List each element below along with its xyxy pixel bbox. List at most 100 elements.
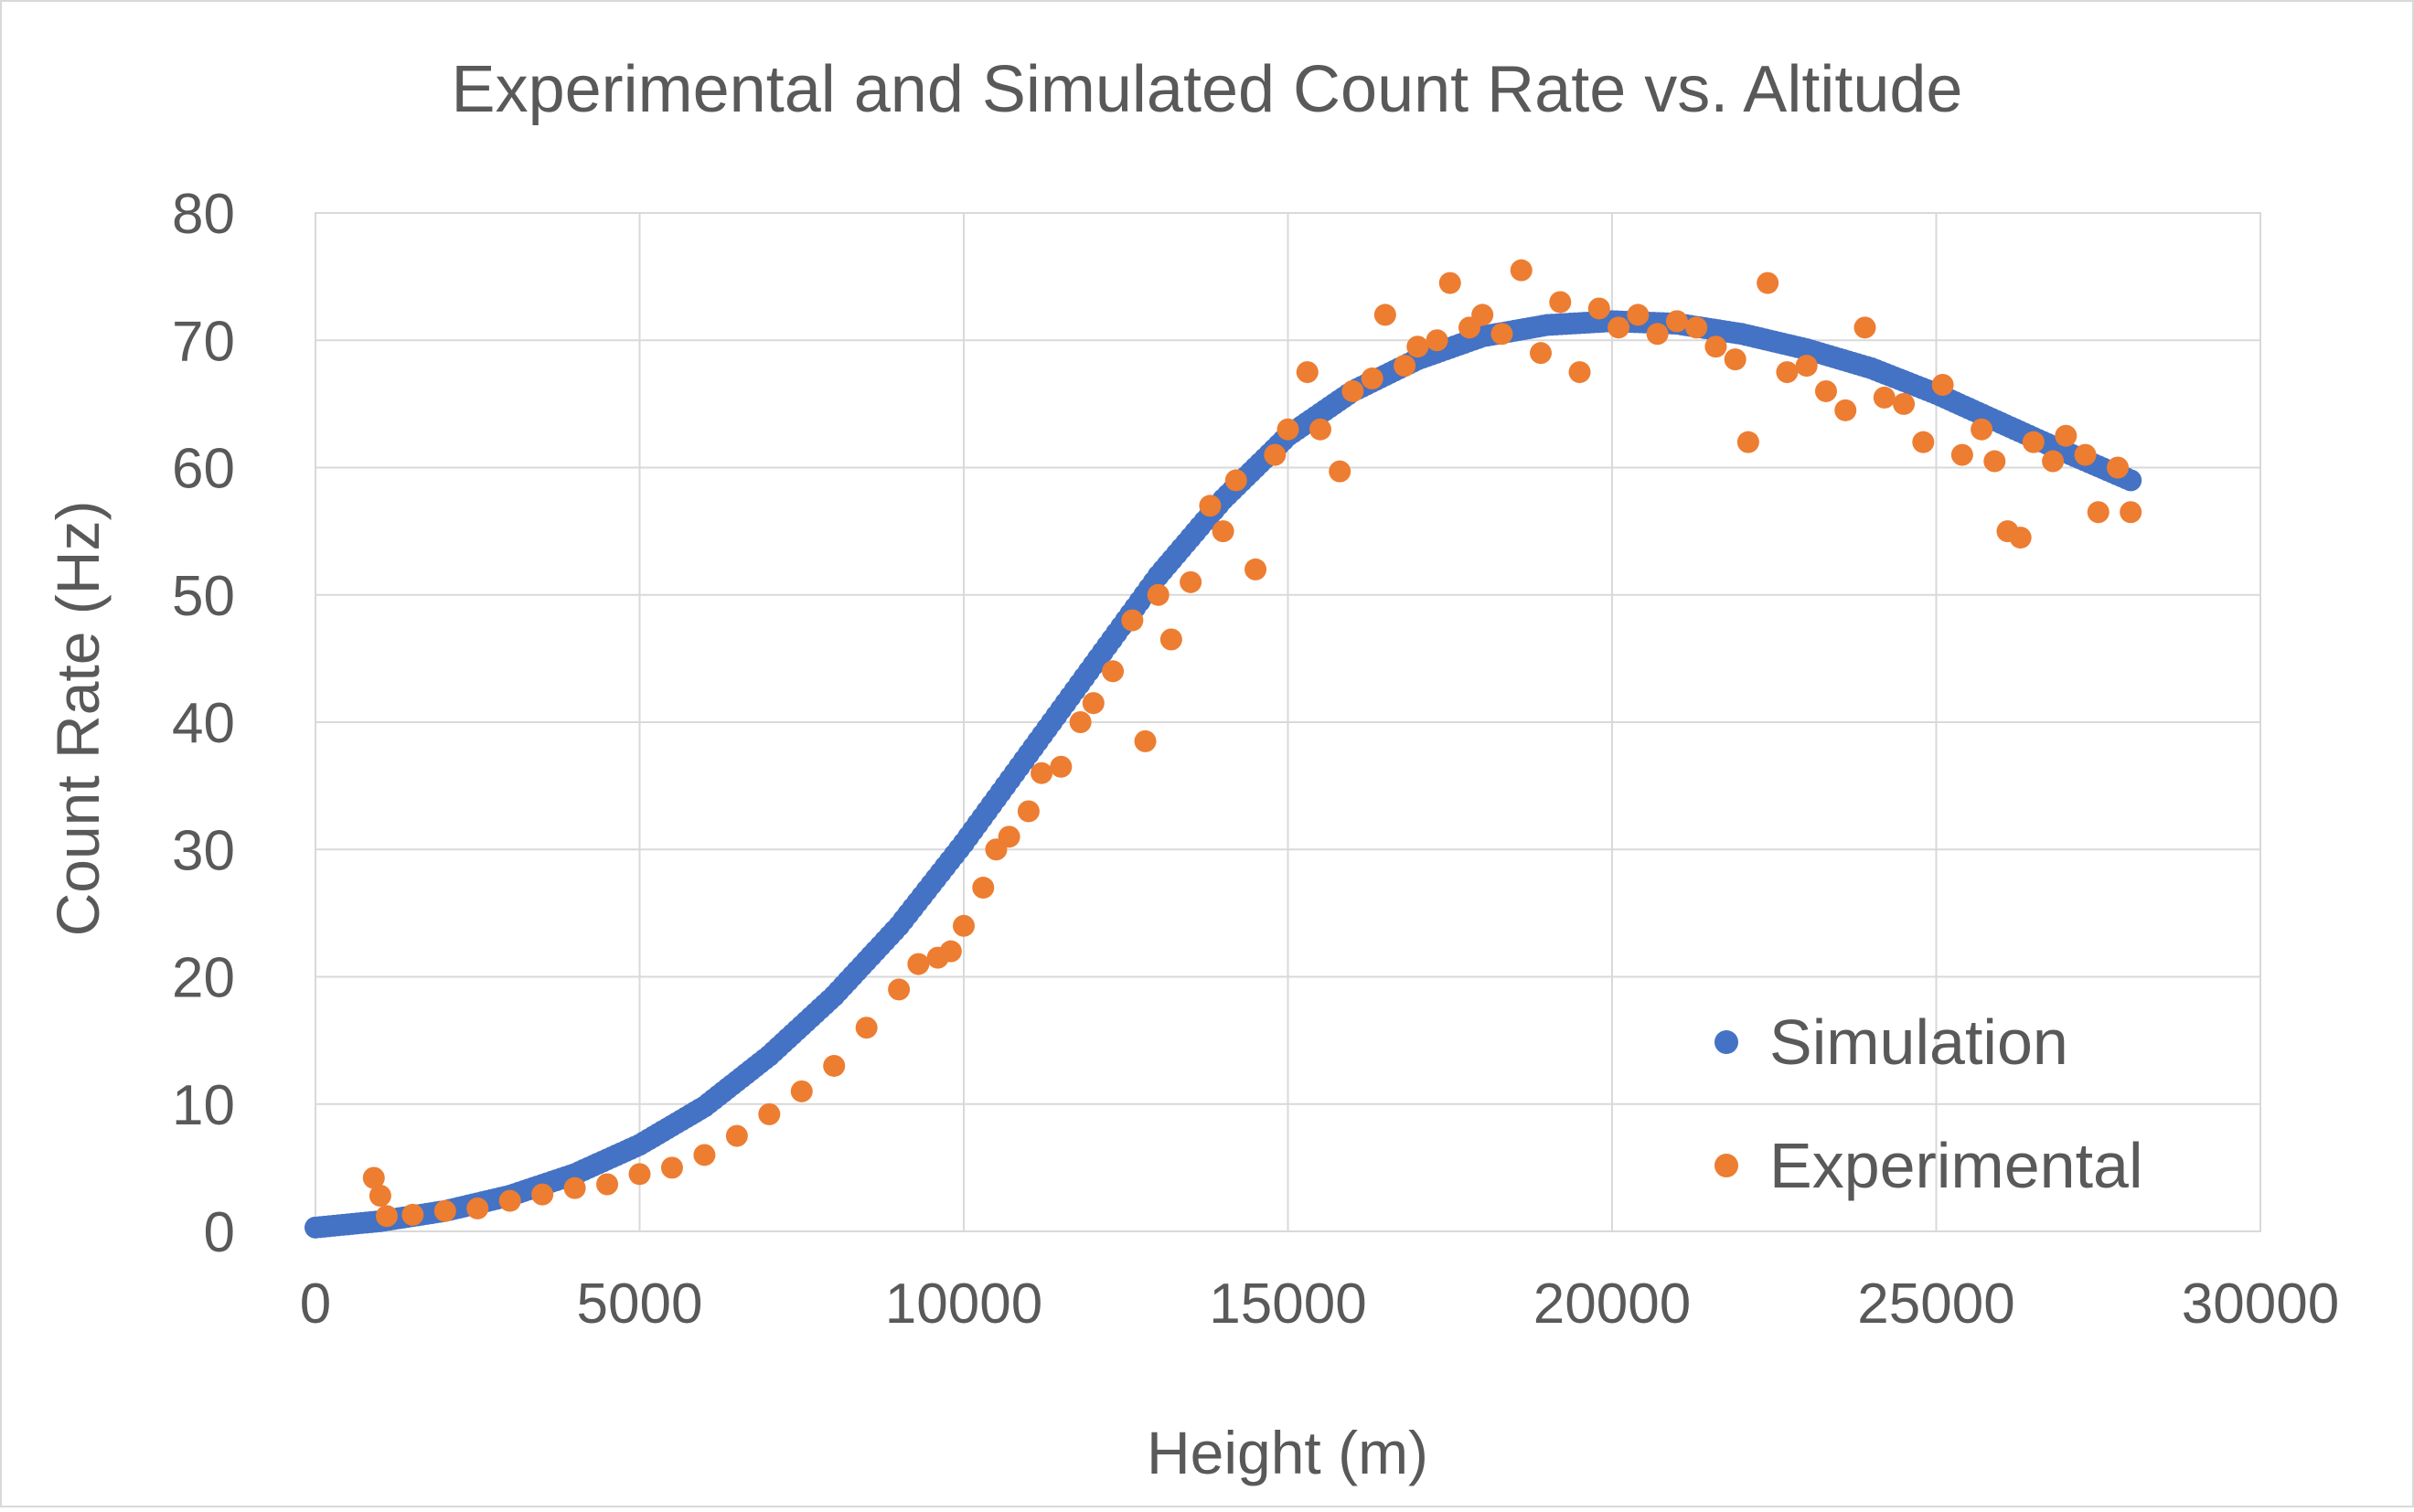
legend-label-experimental: Experimental	[1769, 1130, 2143, 1201]
experimental-point	[1180, 570, 1202, 593]
experimental-point	[369, 1185, 391, 1208]
experimental-point	[2107, 456, 2130, 479]
experimental-point	[1704, 335, 1727, 358]
experimental-point	[1685, 316, 1708, 339]
experimental-point	[1069, 711, 1092, 733]
legend-label-simulation: Simulation	[1769, 1006, 2068, 1078]
x-tick-label: 10000	[885, 1272, 1042, 1336]
y-tick-label: 60	[172, 438, 235, 501]
experimental-point	[2055, 424, 2078, 447]
experimental-point	[2120, 501, 2142, 524]
experimental-point	[1530, 342, 1553, 365]
experimental-point	[790, 1080, 813, 1102]
experimental-point	[1757, 272, 1779, 294]
experimental-point	[1102, 660, 1125, 683]
experimental-point	[1627, 303, 1650, 326]
experimental-point	[2022, 431, 2045, 453]
experimental-point	[1950, 443, 1973, 466]
experimental-point	[1893, 392, 1916, 415]
experimental-point	[907, 953, 930, 975]
experimental-point	[1329, 460, 1351, 483]
experimental-point	[1426, 329, 1448, 352]
y-tick-label: 30	[172, 819, 235, 882]
legend-marker-simulation	[1714, 1030, 1738, 1054]
experimental-point	[1549, 291, 1572, 314]
experimental-point	[1147, 583, 1170, 606]
experimental-point	[888, 978, 911, 1001]
chart-title: Experimental and Simulated Count Rate vs…	[452, 53, 1963, 126]
experimental-point	[1912, 431, 1935, 453]
experimental-point	[1308, 418, 1331, 441]
data-points	[304, 259, 2142, 1239]
experimental-point	[362, 1166, 385, 1189]
y-axis-label: Count Rate (Hz)	[44, 501, 112, 937]
experimental-point	[1971, 418, 1993, 441]
experimental-point	[823, 1054, 846, 1077]
experimental-point	[1471, 303, 1494, 326]
x-axis-label: Height (m)	[1147, 1419, 1428, 1486]
experimental-point	[1406, 335, 1429, 358]
y-tick-label: 50	[172, 565, 235, 628]
experimental-point	[1224, 469, 1247, 492]
experimental-point	[1159, 628, 1182, 651]
experimental-point	[1853, 316, 1876, 339]
y-tick-label: 70	[172, 310, 235, 373]
experimental-point	[1736, 431, 1759, 453]
x-tick-label: 5000	[577, 1272, 703, 1336]
series-experimental	[362, 259, 2142, 1228]
experimental-point	[1341, 379, 1364, 402]
experimental-point	[1244, 558, 1267, 580]
experimental-point	[1082, 692, 1105, 715]
y-tick-label: 20	[172, 947, 235, 1010]
experimental-point	[498, 1189, 521, 1212]
experimental-point	[1646, 323, 1669, 346]
experimental-point	[1134, 729, 1157, 752]
experimental-point	[2042, 450, 2065, 473]
y-tick-label: 40	[172, 692, 235, 755]
experimental-point	[1873, 386, 1896, 409]
experimental-point	[660, 1156, 683, 1179]
experimental-point	[2087, 501, 2110, 524]
experimental-point	[1373, 303, 1396, 326]
experimental-point	[1776, 361, 1799, 384]
experimental-point	[1795, 355, 1818, 378]
experimental-point	[998, 825, 1020, 848]
experimental-point	[1264, 443, 1287, 466]
experimental-point	[1394, 355, 1416, 378]
experimental-point	[758, 1102, 781, 1125]
experimental-point	[1665, 310, 1688, 333]
experimental-point	[628, 1163, 651, 1186]
experimental-point	[972, 877, 995, 900]
experimental-point	[1121, 609, 1144, 632]
experimental-point	[693, 1144, 716, 1166]
experimental-point	[433, 1199, 456, 1222]
x-tick-label: 30000	[2182, 1272, 2339, 1336]
experimental-point	[1438, 272, 1461, 294]
experimental-point	[1931, 373, 1954, 396]
experimental-point	[1212, 520, 1234, 543]
experimental-point	[1587, 297, 1610, 320]
experimental-point	[1361, 367, 1383, 390]
x-tick-label: 0	[300, 1272, 331, 1336]
experimental-point	[1017, 800, 1040, 823]
x-tick-label: 25000	[1857, 1272, 2014, 1336]
experimental-point	[725, 1124, 748, 1147]
experimental-point	[1814, 379, 1837, 402]
experimental-point	[1983, 450, 2006, 473]
x-tick-label: 15000	[1209, 1272, 1366, 1336]
y-axis-ticks: 0 10 20 30 40 50 60 70 80	[172, 183, 235, 1264]
plot-area-border	[315, 212, 2261, 1232]
y-tick-label: 10	[172, 1074, 235, 1137]
experimental-point	[953, 914, 975, 937]
experimental-point	[1031, 761, 1053, 784]
experimental-point	[1050, 755, 1073, 778]
experimental-point	[563, 1177, 586, 1199]
experimental-point	[466, 1197, 489, 1219]
experimental-point	[1199, 495, 1222, 517]
experimental-point	[596, 1173, 619, 1196]
y-tick-label: 80	[172, 183, 235, 246]
experimental-point	[1724, 348, 1746, 371]
